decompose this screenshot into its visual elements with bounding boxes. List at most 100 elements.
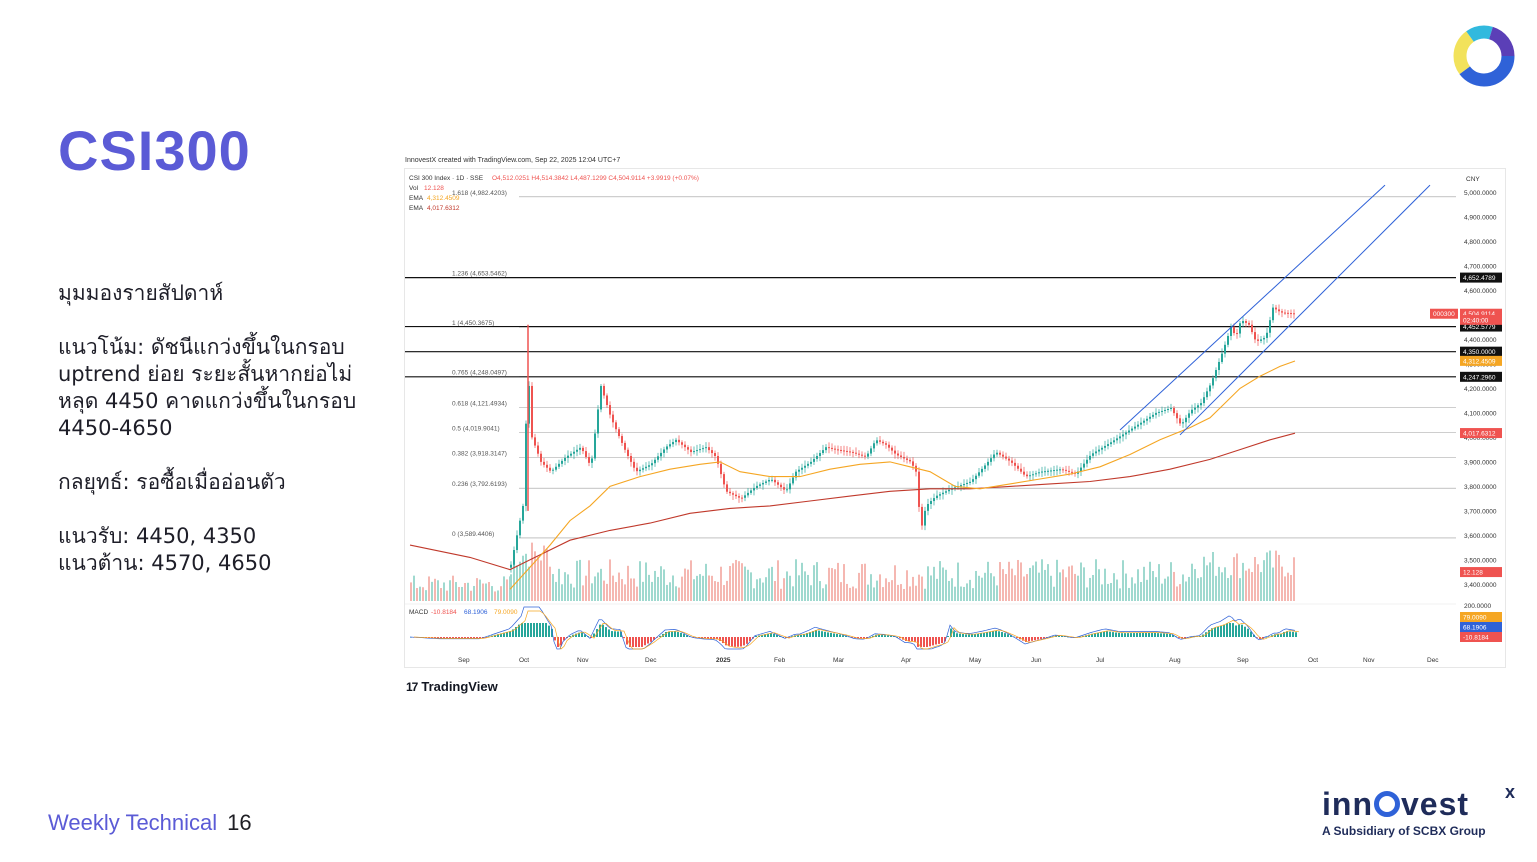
commentary-strategy: กลยุทธ์: รอซื้อเมื่ออ่อนตัว [58,470,286,494]
macd-histogram-bar [728,637,730,646]
x-tick-label: Jun [1031,657,1042,664]
volume-bar [885,578,887,601]
macd-histogram-bar [1214,627,1216,637]
candle-body [576,449,578,452]
volume-bar [1245,570,1247,601]
candle-body [1263,337,1265,340]
volume-bar [1185,581,1187,601]
candle-body [585,451,587,457]
volume-bar [488,582,490,601]
candle-body [864,455,866,457]
x-tick-label: Apr [901,657,912,664]
volume-bar [1263,560,1265,601]
macd-histogram-bar [1172,634,1174,637]
price-chart: 5,000.0000 4,900.0000 4,800.0000 4,700.0000… [405,175,1502,664]
candle-body [897,453,899,456]
macd-histogram-bar [536,623,538,637]
volume-bar [774,580,776,601]
candle-body [963,484,965,486]
candle-body [1086,459,1088,464]
volume-bar [666,584,668,601]
candle-body [1161,410,1163,412]
candle-body [603,385,605,396]
candle-body [693,451,695,453]
tradingview-wordmark: TradingView [421,679,498,694]
candle-body [723,474,725,485]
volume-bar [645,562,647,601]
volume-bar [807,574,809,601]
macd-histogram-bar [1022,637,1024,641]
macd-histogram-bar [467,637,469,639]
macd-histogram-bar [992,631,994,637]
volume-bar [957,562,959,601]
candle-body [606,395,608,406]
macd-histogram-bar [611,631,613,637]
macd-histogram-bar [1025,637,1027,642]
macd-histogram-bar [521,623,523,637]
candle-body [960,485,962,487]
volume-bar [1044,569,1046,601]
volume-bar [1140,582,1142,601]
volume-bar [606,583,608,601]
volume-bar [1269,550,1271,601]
volume-bar [1233,557,1235,601]
volume-bar [696,575,698,601]
volume-bar [579,559,581,601]
x-tick-label: Dec [645,657,657,664]
macd-histogram-bar [470,637,472,639]
volume-bar [543,545,545,601]
macd-histogram-bar [1007,634,1009,637]
macd-histogram-bar [458,637,460,639]
volume-bar [882,587,884,601]
macd-tag [1460,632,1502,642]
candle-body [1254,332,1256,340]
candle-body [1137,424,1139,427]
macd-histogram-bar [1289,631,1291,637]
macd-histogram-bar [779,636,781,637]
legend-ema2-value: 4,017.6312 [427,205,460,212]
candle-body [879,440,881,442]
candle-body [996,452,998,455]
macd-histogram-bar [494,634,496,637]
volume-bar [981,577,983,601]
macd-histogram-bar [1223,624,1225,637]
candle-body [1206,391,1208,398]
macd-histogram-bar [929,637,931,647]
volume-bar [729,566,731,601]
candle-body [612,414,614,423]
candle-body [1128,430,1130,433]
candle-body [729,491,731,494]
volume-bar [654,570,656,601]
volume-bar [1116,579,1118,601]
candle-body [630,455,632,462]
volume-bar [506,579,508,601]
volume-bar [936,578,938,601]
macd-histogram-bar [938,637,940,644]
volume-bar [918,574,920,601]
macd-histogram-bar [1142,633,1144,637]
candle-body [1047,470,1049,472]
candle-body [1293,313,1295,315]
candle-body [1002,454,1004,457]
macd-histogram-bar [1238,624,1240,637]
volume-bar [1272,567,1274,601]
volume-bar [954,586,956,601]
macd-histogram-bar [584,634,586,637]
macd-tag [1460,622,1502,632]
volume-bar [621,579,623,601]
macd-histogram-bar [1235,625,1237,637]
macd-histogram-bar [872,635,874,637]
volume-bar [741,563,743,601]
candle-body [525,423,527,506]
volume-bar [449,580,451,601]
candle-body [1284,312,1286,314]
candle-body [564,457,566,461]
volume-bar [1002,569,1004,601]
macd-histogram-bar [473,637,475,639]
volume-bar [624,584,626,601]
candle-body [672,442,674,445]
volume-bar [1224,567,1226,601]
macd-histogram-bar [791,636,793,637]
candle-body [1068,470,1070,472]
macd-histogram-bar [815,630,817,637]
